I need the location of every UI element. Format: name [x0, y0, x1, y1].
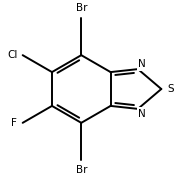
Text: F: F — [11, 118, 17, 128]
Text: S: S — [167, 84, 174, 94]
Text: Br: Br — [75, 164, 87, 174]
Text: Cl: Cl — [7, 50, 18, 60]
Text: N: N — [138, 109, 146, 119]
Text: N: N — [138, 59, 146, 69]
Text: Br: Br — [75, 4, 87, 14]
